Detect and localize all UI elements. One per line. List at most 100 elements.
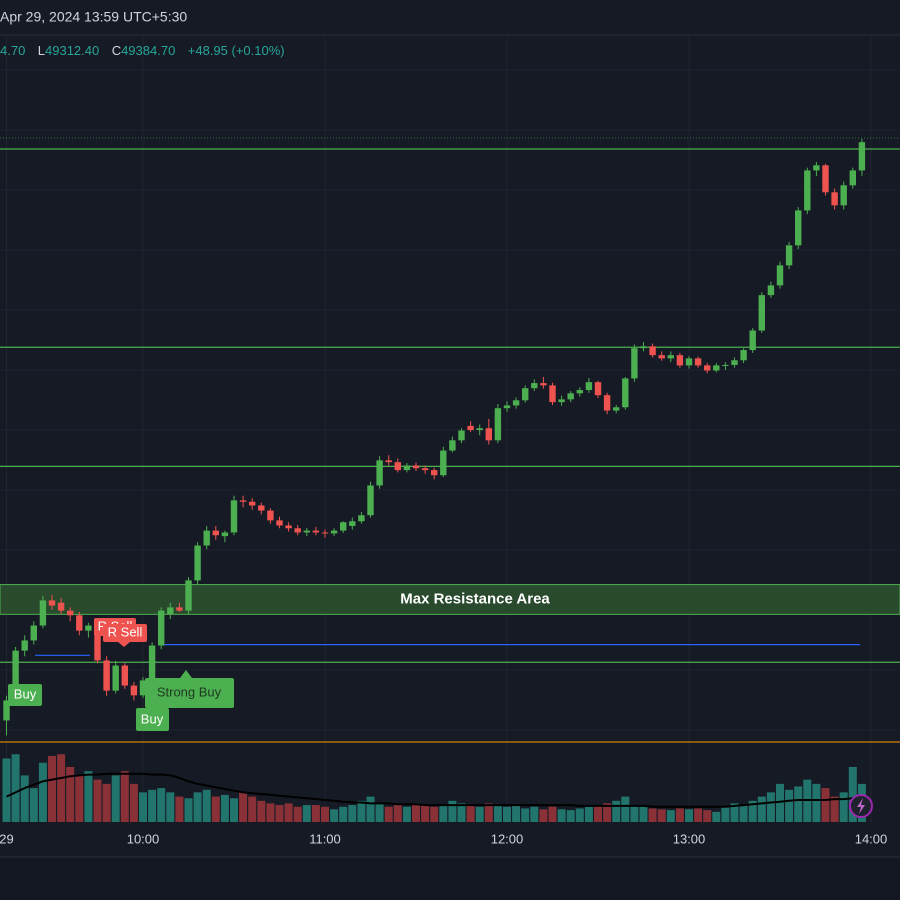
volume-bar [129,783,138,822]
candle-body [185,580,192,611]
candle-body [212,530,219,536]
volume-bar [503,806,511,822]
volume-bar [321,806,329,822]
resistance-label: Max Resistance Area [400,590,550,607]
volume-bar [466,805,475,822]
volume-bar [111,775,120,822]
candle-body [540,383,547,386]
volume-bar [730,803,739,822]
volume-bar [230,798,238,822]
volume-bar [66,766,75,822]
volume-bar [75,775,84,822]
signal-box [145,678,234,708]
volume-bar [757,796,766,822]
candle-body [258,505,265,511]
volume-bar [721,806,730,822]
candle-body [494,408,502,441]
candle-body [148,645,156,681]
volume-bar [211,796,220,822]
candle-body [230,500,238,533]
volume-bar [93,779,102,822]
candle-body [294,528,301,533]
signal: Buy [136,708,169,731]
candle-body [649,346,656,356]
signal-label: Buy [14,686,37,701]
volume-bar [48,755,56,822]
volume-bar [666,810,675,822]
candle-body [130,685,138,696]
volume-bar [120,771,129,822]
candle-body [740,350,747,361]
volume-bar [257,800,266,822]
volume-bar [302,805,311,822]
volume-bar [38,762,47,822]
candle-body [667,355,674,359]
volume-bar [448,800,457,822]
candle-body [340,522,347,531]
candle-body [685,358,693,366]
candle-body [85,625,92,631]
candle-body [758,295,765,331]
candle-body [431,470,438,476]
volume-bar [29,788,38,822]
candle-body [558,399,565,403]
candle-body [567,393,574,400]
volume-bar [457,803,466,822]
candle-body [367,485,374,516]
candle-body [849,170,856,186]
candle-body [576,390,583,394]
volume-bar [776,783,784,822]
volume-bar [603,803,612,822]
volume-bar [630,805,639,822]
candle-body [239,500,247,502]
candle-body [813,165,820,171]
volume-bar [275,805,284,822]
volume-bar [830,796,839,822]
volume-bar [248,796,257,822]
volume-bar [812,783,821,822]
datetime: Apr 29, 2024 13:59 UTC+5:30 [0,9,187,25]
candle-body [121,665,128,686]
volume-bar [612,800,621,822]
candle-body [467,425,474,431]
candle-body [585,382,593,391]
volume-bar [193,792,202,822]
candle-body [139,680,147,696]
volume-bar [220,794,229,822]
volume-bar [584,806,593,822]
volume-bar [648,808,657,822]
volume-bar [794,786,803,822]
candle-body [795,210,802,246]
volume-bar [566,810,575,822]
candle-body [458,430,465,441]
signal-label: R Sell [108,624,143,639]
candle-body [330,530,338,534]
volume-bar [148,789,157,822]
flash-icon[interactable] [849,794,873,818]
volume-bar [839,792,848,822]
volume-bar [202,789,211,822]
volume-bar [348,805,357,822]
candle-body [158,610,165,646]
volume-bar [266,803,275,822]
candle-body [76,615,83,631]
icon-bolt[interactable] [857,798,865,814]
candle-body [3,700,10,721]
volume-bar [166,792,175,822]
volume-bar [703,810,712,822]
volume-bar [748,800,757,822]
x-tick-label: 11:00 [309,831,341,846]
open-partial: 4.70 [0,43,25,58]
candle-body [376,460,383,486]
volume-bar [175,796,184,822]
volume-bar [357,800,366,822]
signal: R Sell [103,624,147,647]
candle-body [194,545,201,581]
candle-body [112,665,119,691]
volume-bar [57,754,66,822]
signal-box [8,684,42,706]
candle-body [704,365,711,371]
signal: Buy [8,684,42,706]
volume-bar [521,808,530,822]
